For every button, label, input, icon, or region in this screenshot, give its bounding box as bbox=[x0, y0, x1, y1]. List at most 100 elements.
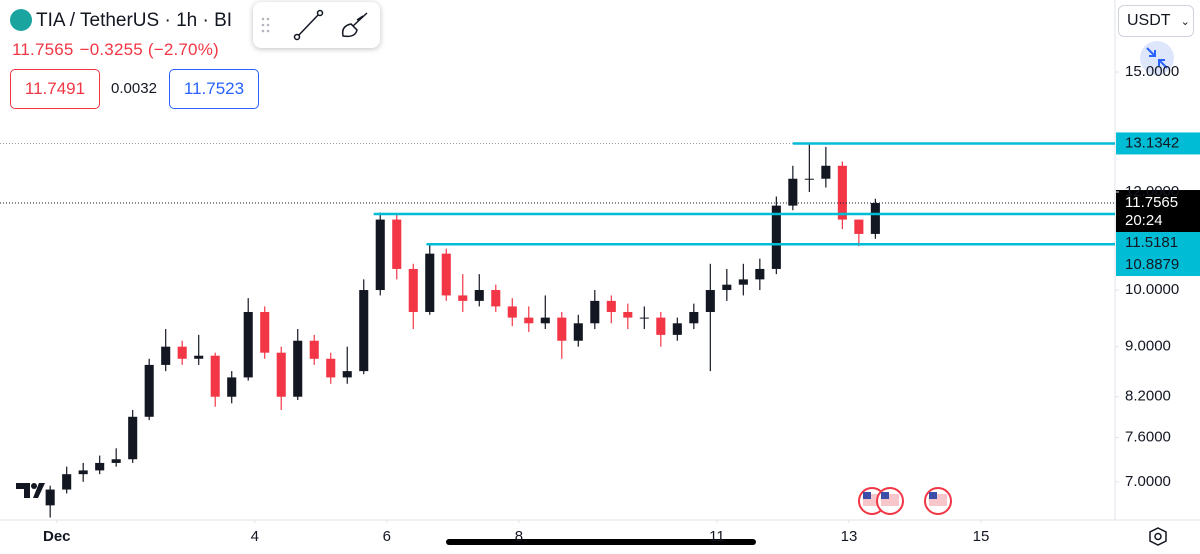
spread: 0.0032 bbox=[111, 79, 157, 97]
candle-body bbox=[210, 355, 220, 397]
y-tick-label: 9.0000 bbox=[1125, 338, 1171, 355]
collapse-button[interactable] bbox=[1140, 41, 1174, 75]
x-tick-label: 6 bbox=[383, 528, 391, 545]
candle-body bbox=[276, 352, 286, 397]
candle-body bbox=[260, 311, 270, 353]
candle-body bbox=[161, 346, 171, 365]
home-indicator bbox=[446, 539, 756, 545]
price-label: 10.8879 bbox=[1125, 256, 1179, 273]
x-tick-label: 15 bbox=[973, 528, 990, 545]
candle-body bbox=[771, 205, 781, 269]
price-label-box bbox=[1116, 132, 1200, 155]
event-flag-canton bbox=[863, 492, 871, 499]
dropdown-arrow: ⌄ bbox=[1180, 15, 1190, 28]
event-flag-canton bbox=[929, 492, 937, 499]
candle-body bbox=[342, 371, 352, 378]
sell-button[interactable]: 11.7491 bbox=[10, 69, 100, 109]
y-tick-label: 12.0000 bbox=[1125, 183, 1179, 200]
settings-icon[interactable] bbox=[1149, 527, 1167, 546]
candle-body bbox=[639, 317, 649, 319]
candle-body bbox=[293, 340, 303, 397]
candle-body bbox=[425, 253, 435, 312]
candle-body bbox=[326, 358, 336, 378]
currency-select[interactable]: USDT ⌄ bbox=[1118, 5, 1194, 37]
candle-body bbox=[738, 279, 748, 285]
toolbar-icons bbox=[261, 9, 368, 41]
symbol-title[interactable]: TIA / TetherUS · 1h · BI bbox=[36, 10, 233, 31]
candle-body bbox=[128, 416, 138, 460]
candle-body bbox=[788, 178, 798, 206]
x-tick-label: 4 bbox=[251, 528, 259, 545]
trend-line-tool[interactable] bbox=[293, 9, 324, 41]
candle-body bbox=[78, 470, 88, 475]
candle-body bbox=[408, 268, 418, 312]
candle-body bbox=[45, 489, 55, 506]
candle-body bbox=[194, 355, 204, 359]
candle-body bbox=[689, 311, 699, 324]
candle-body bbox=[491, 290, 501, 307]
candle-body bbox=[722, 284, 732, 291]
candle-body bbox=[144, 364, 154, 417]
candle-body bbox=[375, 219, 385, 291]
candle-body bbox=[309, 340, 319, 359]
candle-body bbox=[62, 474, 72, 490]
plot-area bbox=[0, 142, 1115, 518]
quote: 11.7565 −0.3255 (−2.70%) bbox=[12, 40, 225, 60]
candle-body bbox=[870, 203, 880, 234]
candle-body bbox=[821, 165, 831, 179]
price-label: 13.1342 bbox=[1125, 134, 1179, 151]
x-tick-label: 8 bbox=[515, 528, 523, 545]
candle-body bbox=[656, 317, 666, 335]
candle-body bbox=[573, 323, 583, 341]
candle-body bbox=[359, 290, 369, 372]
y-tick-label: 8.2000 bbox=[1125, 388, 1171, 405]
last-price: 11.7565 bbox=[12, 40, 74, 59]
price-label-box bbox=[1116, 232, 1200, 255]
last-price-label: 11.7565 bbox=[1125, 194, 1178, 211]
candle-body bbox=[837, 165, 847, 220]
currency: USDT bbox=[1127, 12, 1171, 29]
candle-body bbox=[441, 253, 451, 296]
event-flag-canton bbox=[881, 492, 889, 499]
last-price-box bbox=[1116, 190, 1200, 233]
countdown-label: 20:24 bbox=[1125, 212, 1163, 229]
candle-body bbox=[177, 346, 187, 359]
candle-body bbox=[606, 300, 616, 312]
y-tick-label: 15.0000 bbox=[1125, 63, 1179, 80]
y-tick-label: 10.0000 bbox=[1125, 281, 1179, 298]
y-tick-label: 7.0000 bbox=[1125, 473, 1171, 490]
settings-icon-center bbox=[1154, 532, 1162, 541]
candle-body bbox=[524, 317, 534, 324]
candle-body bbox=[623, 311, 633, 318]
candle-body bbox=[804, 178, 814, 180]
collapse-icon bbox=[1146, 47, 1168, 69]
candle-body bbox=[474, 290, 484, 301]
brush-tool[interactable] bbox=[341, 12, 368, 38]
candle-body bbox=[557, 317, 567, 341]
drag-handle bbox=[261, 17, 270, 33]
price-change: −0.3255 (−2.70%) bbox=[79, 40, 219, 59]
tv-logo bbox=[16, 483, 45, 498]
candle-body bbox=[95, 462, 105, 471]
candle-body bbox=[540, 317, 550, 324]
price-label: 11.5181 bbox=[1125, 234, 1178, 251]
buy-button[interactable]: 11.7523 bbox=[169, 69, 259, 109]
candle-body bbox=[227, 377, 237, 397]
tv-logo-dot bbox=[31, 483, 37, 489]
drawing-toolbar bbox=[253, 2, 380, 48]
candle-body bbox=[243, 311, 253, 378]
candle-body bbox=[755, 268, 765, 280]
x-tick-label: Dec bbox=[43, 528, 71, 545]
y-tick-label: 7.6000 bbox=[1125, 429, 1171, 446]
candle-body bbox=[854, 219, 864, 234]
candle-body bbox=[111, 459, 121, 463]
price-label-box bbox=[1116, 254, 1200, 277]
x-tick-label: 13 bbox=[841, 528, 858, 545]
x-tick-label: 11 bbox=[709, 528, 725, 545]
candle-body bbox=[705, 290, 715, 312]
candle-body bbox=[590, 300, 600, 324]
symbol-logo bbox=[10, 9, 32, 31]
